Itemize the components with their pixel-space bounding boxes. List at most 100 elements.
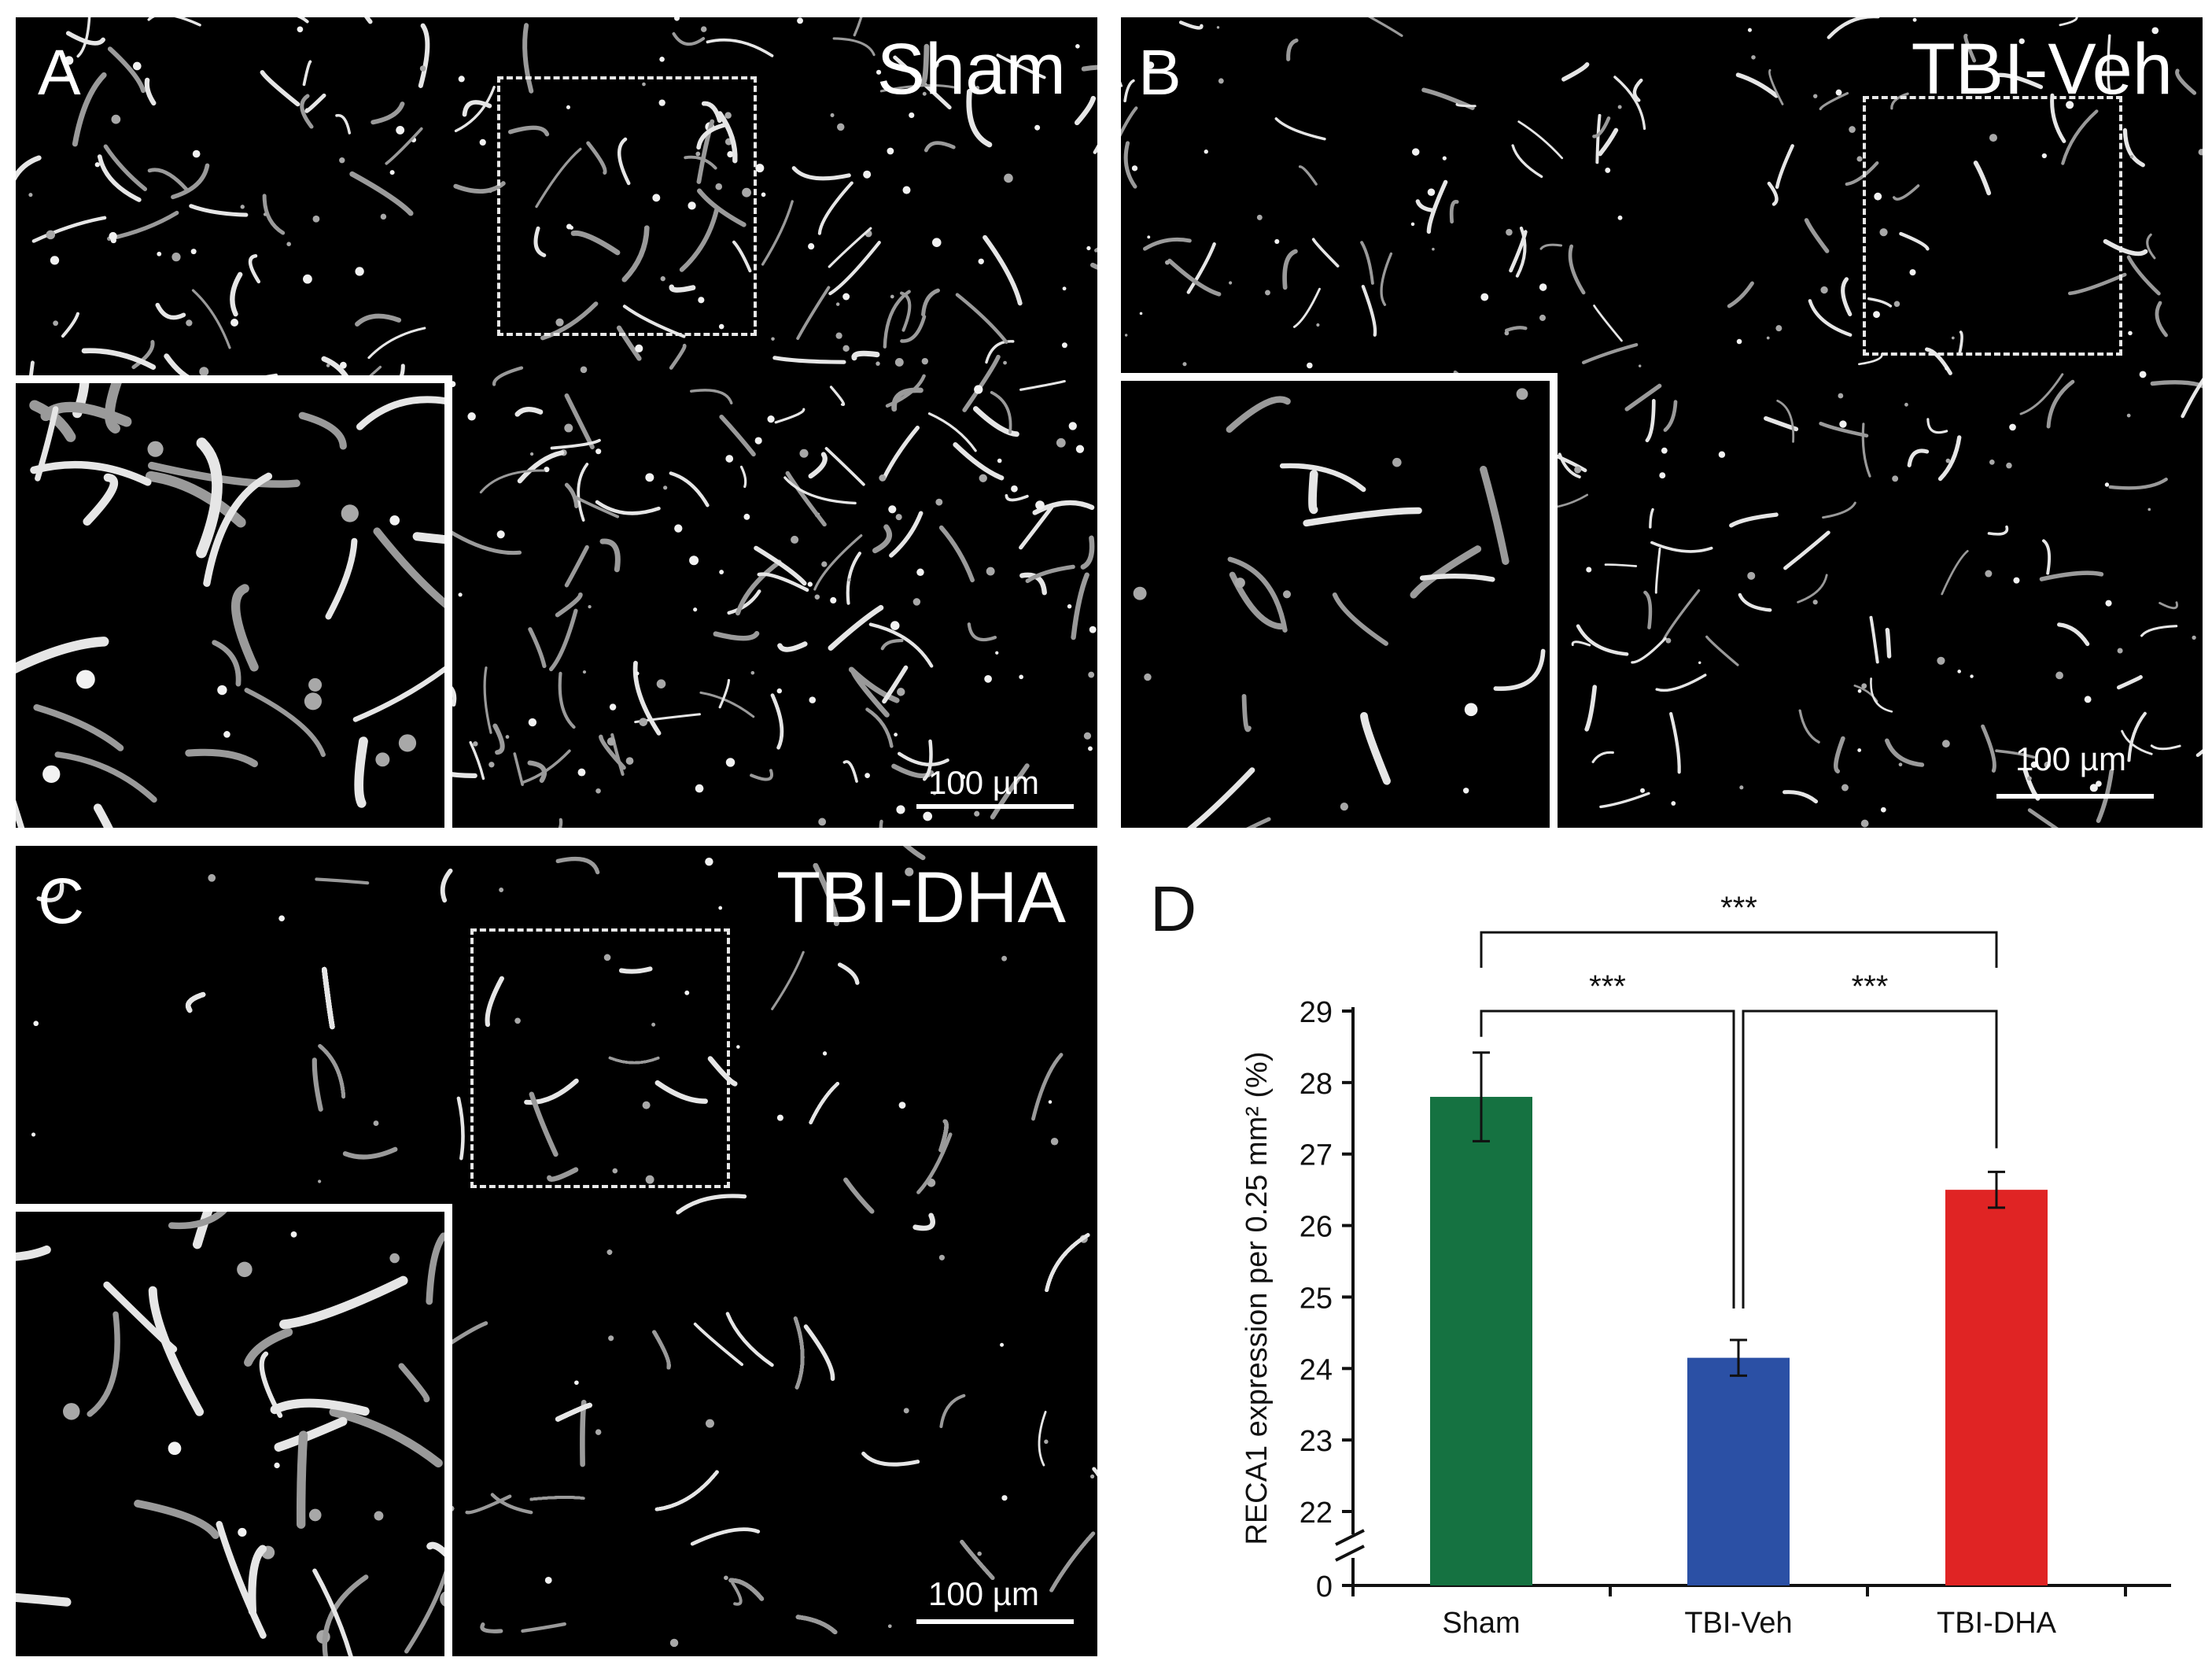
vessel-spot [1856,156,1863,162]
vessel-segment [230,271,243,317]
vessel-segment [922,739,933,781]
vessel-segment [507,125,550,137]
vessel-segment [1568,244,1586,295]
vessel-spot [94,162,100,168]
vessel-spot [1004,173,1013,183]
vessel-spot [1442,156,1447,161]
vessel-segment [1958,330,1963,355]
vessel-spot [979,474,987,482]
vessel-segment [809,1082,839,1124]
axis-break-mark [1335,1529,1365,1546]
vessel-segment [617,137,631,186]
vessel-segment [632,660,662,736]
vessel-segment [2150,744,2181,751]
vessel-spot [975,85,980,90]
vessel-spot [458,76,465,83]
vessel-spot [31,1132,36,1137]
y-tick-label: 27 [1300,1139,1333,1172]
vessel-segment [891,387,924,412]
vessel-segment [426,1541,444,1557]
vessel-segment [1941,550,1969,596]
vessel-segment [1032,500,1095,515]
vessel-spot [1892,475,1899,482]
vessel-segment [1515,226,1527,278]
vessel-spot [863,170,872,179]
vessel-spot [1088,671,1095,678]
vessel-spot [1989,460,1995,465]
vessel-segment [900,291,912,332]
vessel-segment [690,1527,761,1546]
vessel-segment [398,1363,430,1403]
vessel-spot [835,332,842,339]
vessel-spot [389,515,400,526]
vessel-segment [783,476,857,505]
vessel-spot [1003,360,1007,365]
panel-label-b: B [1138,37,1182,109]
vessel-segment [1584,685,1598,732]
vessel-spot [2128,330,2133,336]
vessel-spot [842,293,850,301]
vessel-segment [33,703,124,751]
vessel-segment [2175,68,2197,95]
vessel-segment [718,678,731,709]
y-tick-label: 28 [1300,1068,1333,1101]
vessel-spot [660,276,665,282]
vessel-segment [492,366,524,386]
vessel-segment [608,1056,660,1065]
vessel-segment [669,284,696,293]
vessel-segment [300,94,314,129]
vessel-segment [916,1132,953,1194]
vessel-segment [1049,1531,1096,1593]
vessel-spot [1044,1439,1049,1444]
vessel-segment [2121,729,2153,755]
vessel-spot [65,56,74,65]
vessel-segment [796,286,831,341]
significance-label: *** [1589,969,1626,1004]
vessel-spot [569,225,573,230]
vessel-segment [244,688,326,758]
vessel-spot [577,768,586,777]
bar-chart: 0 22 23 24 25 26 27 28 29 Sham TBI-Veh TBI-DHA RECA1… [1241,891,2171,1640]
micrograph-panel-b: B TBI-Veh 100 µm [1121,17,2203,828]
vessel-segment [2159,601,2178,610]
vessel-spot [574,1380,579,1386]
vessel-spot [217,685,227,696]
vessel-spot [1989,134,1997,142]
vessel-segment [354,736,368,808]
vessel-spot [931,238,942,247]
vessel-segment [1598,127,1619,157]
vessel-spot [355,267,364,276]
vessel-segment [1624,383,1662,412]
vessel-spot [656,679,666,688]
vessel-spot [109,231,117,241]
vessel-segment [570,230,621,256]
vessel-spot [1216,26,1220,29]
vessel-segment [1092,1467,1097,1477]
condition-label-b: TBI-Veh [1911,29,2173,109]
vessel-segment [1819,91,1849,111]
vessel-spot [1019,674,1023,680]
vessel-spot [1088,746,1093,751]
vessel-segment [654,1080,708,1104]
vessel-spot [588,605,592,609]
vessel-spot [986,567,995,576]
vessel-segment [155,302,186,320]
vessel-segment [2155,301,2168,338]
vessel-segment [1045,1233,1090,1293]
vessel-segment [732,240,752,273]
vessel-segment [490,1493,533,1515]
vessel-spot [42,765,61,784]
vessel-segment [846,552,862,605]
micrograph-panel-c: C TBI-DHA 100 µm [16,846,1097,1656]
vessel-segment [795,1615,838,1635]
vessel-segment [1074,95,1097,126]
vessel-segment [595,500,661,515]
vessel-segment [1604,563,1638,567]
vessel-spot [1661,447,1668,454]
vessel-segment [824,447,865,486]
vessel-segment [522,23,534,94]
vessel-segment [54,751,157,803]
vessel-segment [329,1408,443,1468]
vessel-segment [1663,400,1678,432]
vessel-segment [1729,512,1779,528]
